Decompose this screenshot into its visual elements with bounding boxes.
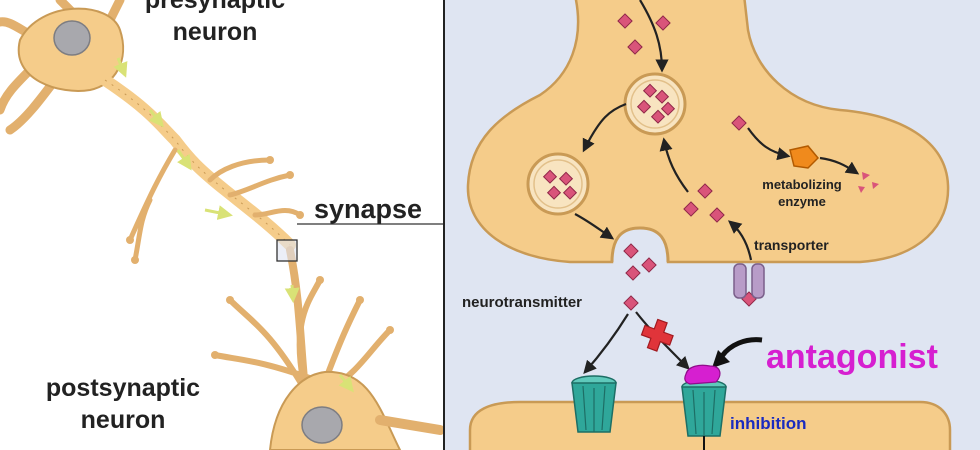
antagonist-arrow [719,337,763,358]
block-cross-icon [640,318,674,352]
metabolizing-enzyme-label: metabolizing enzyme [762,177,842,209]
pathway-arrows [574,0,860,374]
postsynaptic-neuron [211,246,445,450]
enzyme-icon [789,145,820,169]
synapse-zoom-box [276,239,298,262]
presynaptic-neuron-label: presynaptic neuron [144,0,286,46]
transporter-label: transporter [754,237,829,253]
neurotransmitter-label: neurotransmitter [462,294,583,311]
synaptic-vesicle [623,72,687,136]
degraded-fragments [858,172,879,193]
receptor-icon [681,379,727,437]
synaptic-vesicle [526,152,590,216]
receptor-icon [571,375,617,433]
antagonist-blob-icon [684,364,721,385]
postsynaptic-neuron-label: postsynaptic neuron [45,374,201,434]
presynaptic-neuron [0,0,304,264]
inhibition-label: inhibition [730,414,807,433]
antagonist-label: antagonist [766,338,938,376]
neurotransmitter-molecules [542,13,757,311]
synapse-label: synapse [314,194,423,224]
transporter-icon [733,263,765,299]
